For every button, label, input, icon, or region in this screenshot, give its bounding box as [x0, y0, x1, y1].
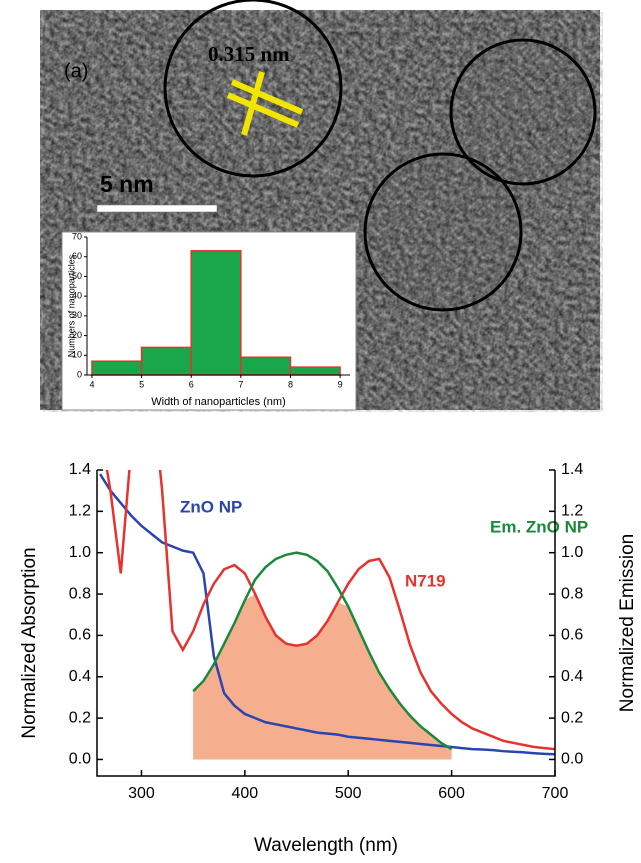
y2-tick-label: 1.0 [561, 544, 583, 561]
overlap-area [193, 594, 452, 760]
scale-bar [96, 204, 218, 213]
y-tick-label: 50 [72, 271, 82, 281]
y-tick-label: 40 [72, 291, 82, 301]
x-tick-label: 8 [288, 379, 293, 389]
x-tick-label: 400 [231, 785, 258, 802]
fringe [367, 156, 519, 308]
bar [91, 360, 143, 376]
y2-tick-label: 0.0 [561, 751, 583, 768]
y2-tick-label: 0.4 [561, 668, 583, 685]
y-tick-label: 30 [72, 310, 82, 320]
y-tick-label: 70 [72, 231, 82, 241]
x-axis-label: Width of nanoparticles (nm) [151, 396, 286, 408]
y-tick-label: 20 [72, 330, 82, 340]
x-tick-label: 9 [338, 379, 343, 389]
series-line [192, 551, 453, 751]
x-tick-label: 500 [335, 785, 362, 802]
series-label: Em. ZnO NP [490, 517, 588, 536]
lattice-line [241, 71, 265, 136]
lattice-line [226, 92, 300, 128]
x-tick-label: 300 [128, 785, 155, 802]
y2-tick-label: 0.2 [561, 709, 583, 726]
x-tick-label: 700 [542, 785, 569, 802]
bar [190, 250, 242, 376]
particle-circle [449, 38, 597, 186]
histogram-inset: 0 10 20 30 40 50 60 70 4 5 6 7 8 9 Width of nanopartic… [66, 231, 350, 408]
y2-tick-label: 0.6 [561, 627, 583, 644]
series-line [99, 473, 555, 756]
y-axis-label: Numbers of nanoparticles [66, 254, 76, 357]
y-tick-label: 0.6 [69, 627, 91, 644]
y2-tick-label: 1.4 [561, 461, 583, 478]
y2-tick-label: 1.2 [561, 503, 583, 520]
y-tick-label: 0 [77, 369, 82, 379]
y2-axis-label: Normalized Emission [617, 534, 638, 712]
x-axis-label: Wavelength (nm) [254, 835, 398, 856]
lattice-label: 0.315 nm [208, 42, 290, 66]
lattice-marker [226, 71, 304, 136]
bar [240, 356, 292, 376]
y-tick-label: 10 [72, 350, 82, 360]
particle-circle [363, 152, 523, 312]
x-tick-label: 7 [238, 379, 243, 389]
x-tick-label: 6 [189, 379, 194, 389]
particle-circle [163, 0, 343, 178]
y-tick-label: 0.4 [69, 668, 91, 685]
spectra-chart: ZnO NP N719 Em. ZnO NP 0.0 0.2 0.4 0.6 0.8 1.0 1.… [19, 461, 638, 856]
lattice-line [230, 79, 304, 115]
bar [289, 366, 341, 376]
x-tick-label: 4 [89, 379, 94, 389]
y-tick-label: 1.0 [69, 544, 91, 561]
y-tick-label: 0.2 [69, 709, 91, 726]
y-tick-label: 0.8 [69, 585, 91, 602]
y-tick-label: 1.2 [69, 503, 91, 520]
scale-bar-label: 5 nm [100, 171, 154, 197]
y-axis-label: Normalized Absorption [19, 547, 40, 738]
x-tick-label: 5 [139, 379, 144, 389]
series-line [105, 470, 555, 751]
series-label: ZnO NP [180, 497, 242, 516]
fringe [453, 42, 593, 182]
y-tick-label: 60 [72, 251, 82, 261]
x-tick-label: 600 [438, 785, 465, 802]
y-tick-label: 0.0 [69, 751, 91, 768]
panel-label: (a) [64, 60, 88, 82]
tem-image: (a) 0.315 nm 5 nm [40, 0, 603, 412]
axis-frame [96, 470, 556, 777]
y2-tick-label: 0.8 [561, 585, 583, 602]
y-tick-label: 1.4 [69, 461, 91, 478]
bar [140, 346, 192, 376]
series-label: N719 [405, 571, 446, 590]
